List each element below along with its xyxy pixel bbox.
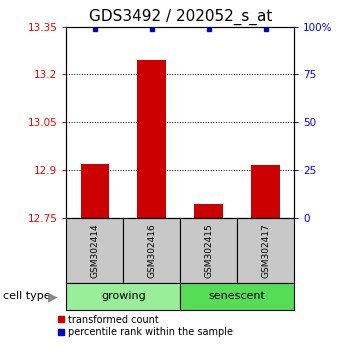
- Bar: [123, 218, 180, 283]
- Bar: [137, 60, 166, 218]
- Bar: [251, 165, 280, 218]
- Bar: [81, 164, 109, 218]
- Text: ▶: ▶: [48, 290, 57, 303]
- Text: GSM302417: GSM302417: [261, 223, 270, 278]
- Legend: transformed count, percentile rank within the sample: transformed count, percentile rank withi…: [57, 315, 233, 337]
- Bar: [66, 283, 180, 310]
- Text: GSM302416: GSM302416: [147, 223, 156, 278]
- Text: GSM302414: GSM302414: [90, 223, 99, 278]
- Title: GDS3492 / 202052_s_at: GDS3492 / 202052_s_at: [88, 9, 272, 25]
- Text: growing: growing: [101, 291, 146, 302]
- Text: GSM302415: GSM302415: [204, 223, 213, 278]
- Bar: [180, 283, 294, 310]
- Bar: [237, 218, 294, 283]
- Bar: [194, 204, 223, 218]
- Text: cell type: cell type: [3, 291, 51, 302]
- Text: senescent: senescent: [209, 291, 266, 302]
- Bar: [180, 218, 237, 283]
- Bar: [66, 218, 123, 283]
